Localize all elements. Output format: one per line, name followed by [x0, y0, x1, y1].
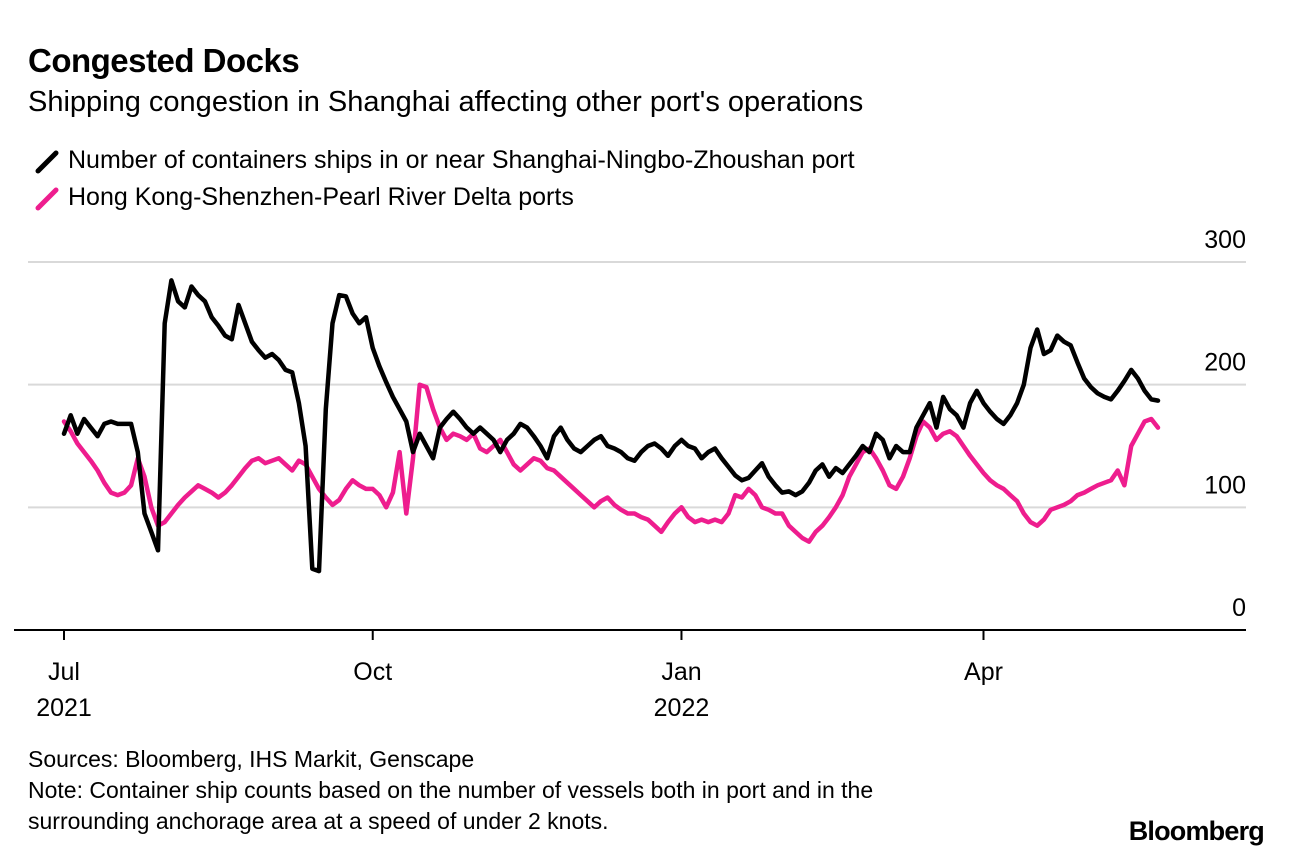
x-axis-ticks: Jul 2021 Oct Jan 2022 Apr: [36, 630, 1003, 722]
x-tick-year-2021: 2021: [36, 694, 92, 722]
x-tick-label-apr: Apr: [964, 658, 1003, 686]
legend-label-shanghai: Number of containers ships in or near Sh…: [68, 146, 855, 174]
chart-subtitle: Shipping congestion in Shanghai affectin…: [28, 86, 864, 118]
x-tick-label-oct: Oct: [353, 658, 392, 686]
y-tick-label-200: 200: [1204, 349, 1246, 377]
bloomberg-logo: Bloomberg: [1128, 816, 1265, 846]
x-tick-year-2022: 2022: [654, 694, 710, 722]
legend-item-hongkong: Hong Kong-Shenzhen-Pearl River Delta por…: [34, 183, 574, 212]
legend-label-hongkong: Hong Kong-Shenzhen-Pearl River Delta por…: [68, 183, 574, 211]
legend-swatch-shanghai: [35, 150, 59, 173]
y-tick-label-100: 100: [1204, 471, 1246, 499]
sources-text: Sources: Bloomberg, IHS Markit, Genscape: [28, 746, 475, 772]
y-tick-label-300: 300: [1204, 226, 1246, 254]
y-axis-ticks: 0 100 200 300: [1204, 226, 1246, 622]
legend-item-shanghai: Number of containers ships in or near Sh…: [34, 146, 855, 175]
series-line-shanghai: [61, 278, 1161, 574]
chart-title: Congested Docks: [28, 42, 300, 79]
x-tick-label-jul: Jul: [48, 658, 80, 686]
y-tick-label-0: 0: [1232, 594, 1246, 622]
note-line-2: surrounding anchorage area at a speed of…: [28, 808, 609, 834]
series-line-hongkong: [61, 382, 1161, 544]
chart-footer: Sources: Bloomberg, IHS Markit, Genscape…: [28, 744, 873, 837]
note-line-1: Note: Container ship counts based on the…: [28, 777, 874, 803]
legend-swatch-hongkong: [35, 187, 59, 210]
grid-layer: [14, 261, 1246, 631]
x-tick-label-jan: Jan: [661, 658, 701, 686]
series-layer: [61, 278, 1161, 574]
